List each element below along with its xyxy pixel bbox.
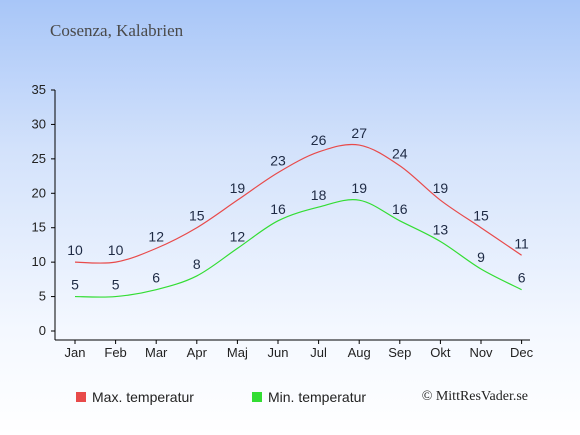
x-tick-label: Jul — [310, 345, 327, 360]
x-tick-label: Aug — [348, 345, 371, 360]
data-label-min: 18 — [311, 187, 327, 203]
legend-label-min: Min. temperatur — [268, 389, 367, 405]
data-label-min: 16 — [270, 201, 286, 217]
data-label-max: 10 — [67, 242, 83, 258]
data-label-max: 12 — [148, 228, 164, 244]
data-label-min: 6 — [518, 270, 526, 286]
y-tick-label: 25 — [32, 151, 46, 166]
x-tick-label: Maj — [227, 345, 248, 360]
data-label-max: 11 — [514, 235, 529, 251]
data-label-max: 15 — [189, 208, 205, 224]
data-label-max: 19 — [433, 180, 449, 196]
data-label-min: 13 — [433, 221, 449, 237]
y-tick-label: 20 — [32, 185, 46, 200]
data-label-min: 6 — [152, 270, 160, 286]
data-label-min: 12 — [230, 228, 246, 244]
x-tick-label: Nov — [469, 345, 493, 360]
legend-label-max: Max. temperatur — [92, 389, 194, 405]
data-label-min: 19 — [351, 180, 367, 196]
y-tick-label: 30 — [32, 116, 46, 131]
legend-item-max: Max. temperatur — [76, 389, 194, 405]
data-label-max: 27 — [351, 125, 367, 141]
x-tick-label: Feb — [104, 345, 126, 360]
x-tick-label: Okt — [430, 345, 451, 360]
line-chart: 0 5 10 15 20 25 30 35 Jan Feb Mar Apr Maj Jun Jul Aug Se… — [32, 82, 534, 360]
series-line-max — [74, 143, 522, 264]
data-label-max: 24 — [392, 146, 408, 162]
credit-text: © MittResVader.se — [421, 389, 528, 404]
data-label-max: 15 — [473, 208, 489, 224]
x-tick-label: Jun — [268, 345, 289, 360]
y-tick-label: 15 — [32, 220, 46, 235]
data-label-min: 5 — [112, 277, 120, 293]
legend-swatch-max — [76, 392, 86, 402]
x-tick-label: Apr — [187, 345, 208, 360]
data-label-max: 23 — [270, 153, 286, 169]
legend-item-min: Min. temperatur — [252, 389, 366, 405]
x-tick-label: Sep — [388, 345, 411, 360]
y-tick-label: 10 — [32, 254, 46, 269]
y-tick-label: 5 — [39, 289, 46, 304]
data-label-min: 5 — [71, 277, 79, 293]
data-label-max: 10 — [108, 242, 124, 258]
data-label-max: 26 — [311, 132, 327, 148]
x-tick-label: Dec — [510, 345, 534, 360]
series-line-min — [74, 199, 522, 298]
y-tick-label: 35 — [32, 82, 46, 97]
x-tick-label: Jan — [65, 345, 86, 360]
data-label-min: 16 — [392, 201, 408, 217]
data-label-min: 9 — [477, 249, 485, 265]
legend-swatch-min — [252, 392, 262, 402]
data-label-min: 8 — [193, 256, 201, 272]
chart-title: Cosenza, Kalabrien — [50, 21, 184, 40]
y-tick-label: 0 — [39, 323, 46, 338]
x-tick-label: Mar — [145, 345, 168, 360]
data-label-max: 19 — [230, 180, 246, 196]
